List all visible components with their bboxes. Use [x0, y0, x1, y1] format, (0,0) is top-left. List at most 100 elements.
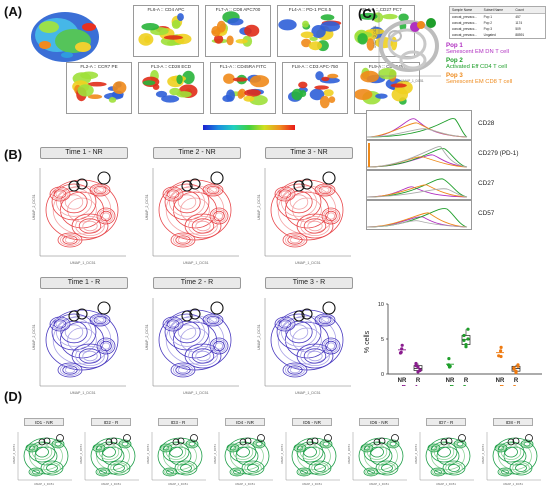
- marker-tile: FL2-A :: CCR7 PE: [66, 62, 132, 114]
- b-x-axis-label: UMAP_1_DC51: [183, 391, 209, 395]
- d-y-axis-label: UMAP_2_DC51: [146, 444, 150, 464]
- y-tick-label: 10: [378, 302, 384, 308]
- id-panel-header: ID4 - NR: [225, 418, 265, 426]
- x-tick-label: NR: [398, 378, 407, 384]
- time-panel-header: Time 1 - R: [40, 277, 128, 289]
- histogram-label: CD279 (PD-1): [478, 150, 519, 157]
- b-y-axis-label: UMAP_2_DC51: [145, 324, 149, 350]
- marker-tile: FL8-A :: CD3 APC-750: [282, 62, 348, 114]
- marker-tile: FL4-A :: PD-1 PCS.5: [277, 5, 343, 57]
- data-point-nr: [399, 350, 403, 354]
- marker-tile-title: FL2-A :: CCR7 PE: [80, 64, 118, 69]
- id-umap-plot: UMAP_1_DC51 UMAP_2_DC51: [213, 428, 275, 486]
- table-header-cell: Sample Name: [452, 8, 473, 12]
- x-tick-label: R: [416, 378, 421, 384]
- data-point-r: [466, 327, 470, 331]
- pop-count-table: Sample Name Subset Name Count concat_prevac…: [449, 6, 546, 39]
- id-panel-header: ID7 - R: [426, 418, 466, 426]
- id-umap-plot: UMAP_1_DC51 UMAP_2_DC51: [79, 428, 141, 486]
- d-y-axis-label: UMAP_2_DC51: [12, 444, 16, 464]
- id-panel-header: ID1 - NR: [24, 418, 64, 426]
- d-x-axis-label: UMAP_1_DC51: [503, 482, 523, 486]
- time-panel-header: Time 2 - NR: [153, 147, 241, 159]
- data-point-r: [516, 363, 520, 367]
- table-cell: concat_prevacc...: [452, 33, 477, 37]
- table-cell: 88591: [515, 33, 525, 37]
- histogram-label: CD28: [478, 120, 495, 127]
- marker-tile-title: FL8-A :: CD3 APC-750: [291, 64, 339, 69]
- id-panel-header: ID5 - NR: [292, 418, 332, 426]
- b-y-axis-label: UMAP_2_DC51: [145, 194, 149, 220]
- id-umap-plot: UMAP_1_DC51 UMAP_2_DC51: [12, 428, 74, 486]
- id-umap-plot: UMAP_1_DC51 UMAP_2_DC51: [414, 428, 476, 486]
- table-cell: Pop 3: [483, 27, 493, 31]
- marker-tile: FL6-A :: CD4 APC: [133, 5, 199, 57]
- d-y-axis-label: UMAP_2_DC51: [213, 444, 217, 464]
- b-y-axis-label: UMAP_2_DC51: [32, 324, 36, 350]
- d-x-axis-label: UMAP_1_DC51: [235, 482, 255, 486]
- data-point-nr: [499, 345, 503, 349]
- data-point-r: [514, 371, 518, 375]
- marker-tile-title: FL6-A :: CD4 APC: [147, 7, 185, 12]
- data-point-r: [464, 345, 468, 349]
- histogram-label: CD27: [478, 180, 495, 187]
- d-y-axis-label: UMAP_2_DC51: [414, 444, 418, 464]
- data-point-nr: [400, 347, 404, 351]
- b-y-axis-label: UMAP_2_DC51: [32, 194, 36, 220]
- data-point-r: [512, 366, 516, 370]
- d-y-axis-label: UMAP_2_DC51: [280, 444, 284, 464]
- table-row: concat_prevacc... Ungated 88591: [450, 32, 545, 38]
- c-umap-x-axis: UMAP_1_DC51: [401, 79, 424, 83]
- data-point-r: [466, 337, 470, 341]
- table-row: concat_prevacc... Pop 1 457: [450, 14, 545, 20]
- y-tick-label: 0: [381, 372, 384, 378]
- table-header-cell: Count: [515, 8, 524, 12]
- table-header-cell: Subset Name: [483, 8, 503, 12]
- data-point-r: [462, 338, 466, 342]
- table-cell: Pop 1: [483, 15, 493, 19]
- data-point-nr: [497, 354, 501, 358]
- data-point-r: [416, 365, 420, 369]
- pop-legend-name: Pop 3: [446, 72, 463, 79]
- time-panel-header: Time 2 - R: [153, 277, 241, 289]
- histogram-panel: [366, 200, 472, 230]
- umap-contour-plot: UMAP_1_DC51 UMAP_2_DC51: [143, 160, 243, 266]
- umap-contour-plot: UMAP_1_DC51 UMAP_2_DC51: [143, 290, 243, 396]
- data-point-nr: [400, 343, 404, 347]
- d-y-axis-label: UMAP_2_DC51: [481, 444, 485, 464]
- umap-contour-plot: UMAP_1_DC51 UMAP_2_DC51: [30, 290, 130, 396]
- marker-tile-title: FL9-A :: CD57 PB: [368, 64, 406, 69]
- b-x-axis-label: UMAP_1_DC51: [295, 391, 321, 395]
- b-x-axis-label: UMAP_1_DC51: [70, 391, 96, 395]
- b-x-axis-label: UMAP_1_DC51: [70, 261, 96, 265]
- marker-tile: FL3-A :: CD28 ECD: [138, 62, 204, 114]
- color-scale-bar: [203, 125, 295, 130]
- d-y-axis-label: UMAP_2_DC51: [79, 444, 83, 464]
- table-cell: concat_prevacc...: [452, 21, 477, 25]
- id-umap-plot: UMAP_1_DC51 UMAP_2_DC51: [481, 428, 543, 486]
- time-panel-header: Time 3 - R: [265, 277, 353, 289]
- b-x-axis-label: UMAP_1_DC51: [295, 261, 321, 265]
- umap-contour-plot: UMAP_1_DC51 UMAP_2_DC51: [255, 290, 355, 396]
- marker-tile: FL9-A :: CD57 PB: [354, 62, 420, 114]
- d-y-axis-label: UMAP_2_DC51: [347, 444, 351, 464]
- b-x-axis-label: UMAP_1_DC51: [183, 261, 209, 265]
- y-axis-label: % cells: [364, 330, 371, 353]
- time-panel-header: Time 1 - NR: [40, 147, 128, 159]
- id-umap-plot: UMAP_1_DC51 UMAP_2_DC51: [280, 428, 342, 486]
- histogram-panel: [366, 110, 472, 140]
- histogram-panel: [366, 140, 472, 170]
- panel-b-label: (B): [4, 147, 23, 162]
- data-point-nr: [448, 364, 452, 368]
- pop-legend: Pop 1 Senescent EM DN T cell Pop 2 Activate…: [446, 42, 550, 87]
- id-umap-plot: UMAP_1_DC51 UMAP_2_DC51: [347, 428, 409, 486]
- d-x-axis-label: UMAP_1_DC51: [101, 482, 121, 486]
- table-cell: 457: [515, 15, 521, 19]
- panel-a-label: (A): [4, 4, 23, 19]
- marker-tile: FL1-A :: CD45RA FITC: [210, 62, 276, 114]
- pop-legend-desc: Senescent EM CD8 T cell: [446, 79, 513, 85]
- d-x-axis-label: UMAP_1_DC51: [168, 482, 188, 486]
